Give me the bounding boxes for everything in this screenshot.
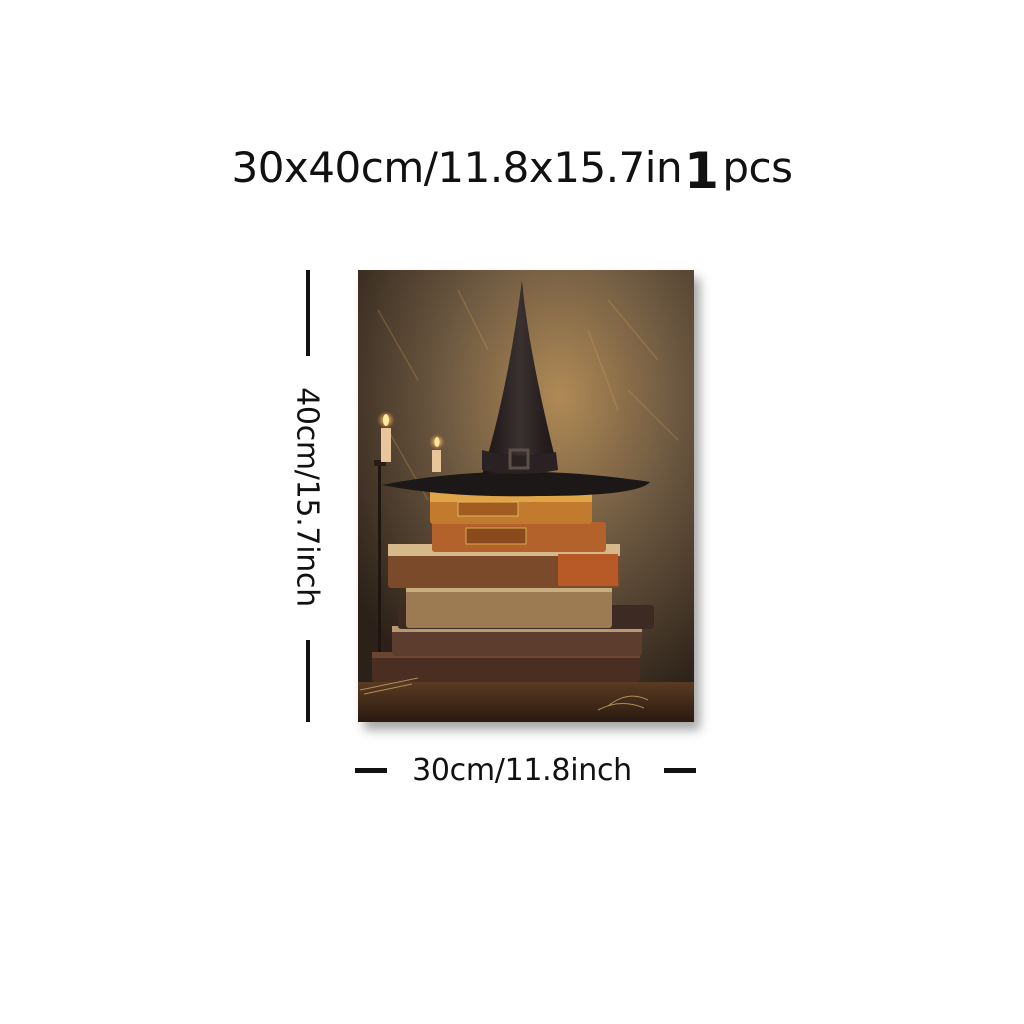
height-dimension-line-top [306, 270, 310, 356]
width-dimension-line-left [355, 768, 387, 773]
candle-left [374, 411, 395, 652]
straw [359, 677, 649, 711]
brush-strokes [377, 289, 679, 501]
quantity-unit: pcs [722, 143, 793, 192]
height-dimension-line-bottom [306, 640, 310, 722]
witch-hat [382, 280, 650, 497]
table-surface [358, 682, 694, 722]
width-dimension-line-right [664, 768, 696, 773]
product-size-title: 30x40cm/11.8x15.7in1pcs [0, 140, 1024, 196]
size-text: 30x40cm/11.8x15.7in [231, 143, 683, 192]
candle-right [429, 434, 445, 472]
width-dimension-label: 30cm/11.8inch [412, 753, 632, 788]
canvas-painting [358, 270, 694, 722]
quantity-number: 1 [684, 142, 719, 200]
height-dimension-label: 40cm/15.7inch [289, 387, 325, 607]
painting-artwork [358, 270, 694, 722]
book-stack [372, 492, 654, 682]
